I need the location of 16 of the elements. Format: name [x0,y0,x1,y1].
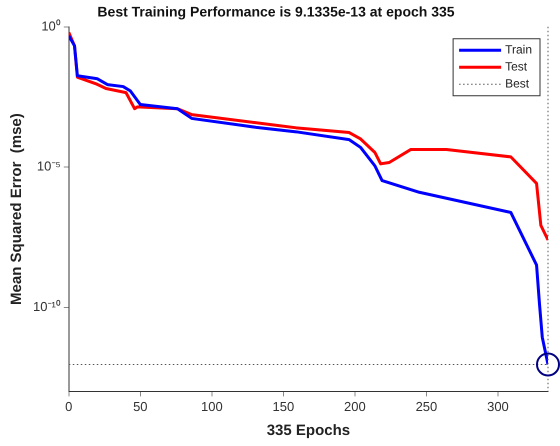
legend-label: Best [505,76,530,91]
x-tick-label: 100 [200,398,223,414]
legend-label: Test [505,60,528,74]
x-tick-label: 0 [65,398,72,414]
x-tick-label: 300 [487,398,509,414]
x-tick-label: 150 [272,398,294,414]
y-tick-label: 10⁻¹⁰ [32,298,61,314]
y-tick-label: 10⁻⁵ [36,158,61,174]
y-tick-label: 10⁰ [41,18,61,34]
y-axis-title: Mean Squared Error (mse) [8,113,26,305]
x-axis-title: 335 Epochs [266,422,350,440]
x-tick-label: 250 [416,398,438,414]
legend-label: Train [505,42,532,57]
x-tick-label: 200 [344,398,366,414]
x-tick-label: 50 [133,398,148,414]
chart-title: Best Training Performance is 9.1335e-13 at epoch 335 [97,3,455,20]
